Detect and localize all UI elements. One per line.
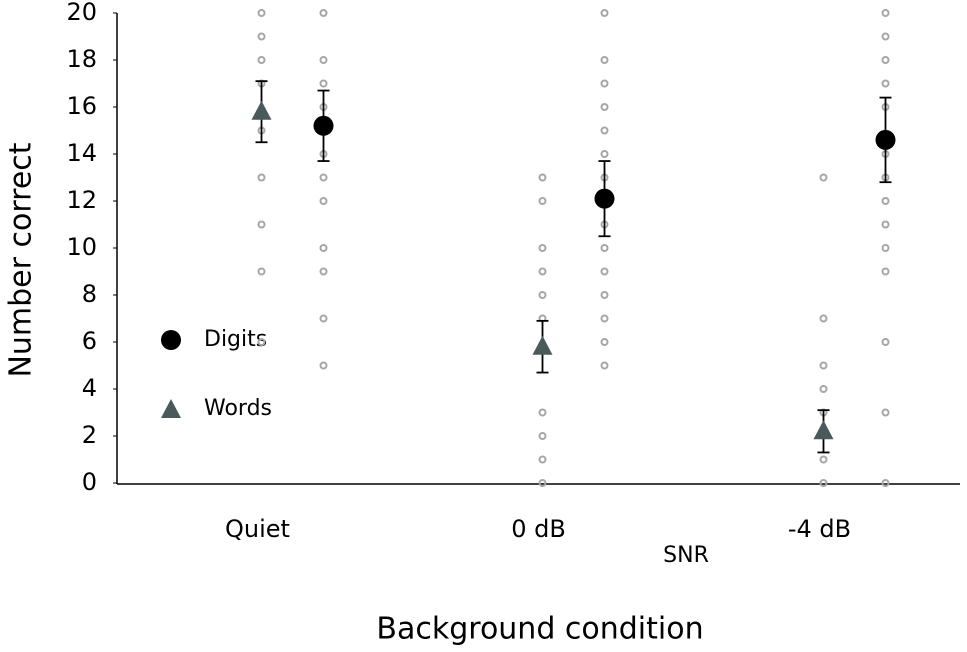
data-point bbox=[257, 32, 266, 41]
mean-marker bbox=[313, 115, 334, 136]
data-point bbox=[538, 455, 547, 464]
data-point bbox=[538, 479, 547, 487]
data-point bbox=[819, 479, 828, 487]
data-point bbox=[881, 267, 890, 276]
mean-marker bbox=[875, 129, 896, 150]
data-point bbox=[819, 385, 828, 393]
data-point bbox=[600, 150, 609, 158]
mean-marker bbox=[813, 420, 834, 440]
data-point bbox=[600, 267, 609, 276]
data-point bbox=[600, 338, 609, 346]
data-point bbox=[600, 126, 609, 135]
annotation: SNR bbox=[663, 543, 709, 568]
data-point bbox=[319, 314, 328, 323]
data-point bbox=[819, 314, 828, 323]
data-point bbox=[319, 361, 328, 370]
data-point bbox=[600, 103, 609, 111]
data-point bbox=[881, 408, 890, 417]
data-point bbox=[600, 79, 609, 88]
y-tick-label: 18 bbox=[66, 45, 97, 73]
data-point bbox=[819, 455, 828, 464]
legend-marker bbox=[161, 330, 181, 350]
y-tick-label: 0 bbox=[82, 468, 97, 496]
x-tick-label: Quiet bbox=[225, 515, 290, 543]
data-point bbox=[881, 56, 890, 64]
data-point bbox=[600, 291, 609, 299]
data-point bbox=[538, 291, 547, 299]
y-tick-label: 14 bbox=[66, 139, 97, 167]
y-tick-label: 16 bbox=[66, 92, 97, 120]
data-point bbox=[319, 79, 328, 88]
data-point bbox=[881, 9, 890, 17]
data-point bbox=[538, 197, 547, 205]
data-point bbox=[600, 314, 609, 323]
y-tick-label: 10 bbox=[66, 233, 97, 261]
data-point bbox=[881, 338, 890, 346]
legend-label: Digits bbox=[204, 327, 267, 352]
data-point bbox=[257, 338, 266, 346]
x-axis-label: Background condition bbox=[376, 612, 703, 647]
data-point bbox=[257, 9, 266, 17]
data-point bbox=[257, 220, 266, 229]
legend-label: Words bbox=[204, 396, 272, 421]
data-point bbox=[881, 79, 890, 88]
data-point bbox=[538, 173, 547, 182]
data-point bbox=[319, 173, 328, 182]
data-point bbox=[319, 197, 328, 205]
data-point bbox=[319, 244, 328, 252]
y-tick-label: 8 bbox=[82, 280, 97, 308]
data-point bbox=[538, 432, 547, 440]
data-point bbox=[319, 56, 328, 64]
mean-marker bbox=[251, 100, 272, 120]
data-point bbox=[819, 361, 828, 370]
data-point bbox=[881, 32, 890, 41]
data-point bbox=[600, 361, 609, 370]
x-tick-label: 0 dB bbox=[511, 515, 566, 543]
data-point bbox=[257, 267, 266, 276]
data-point bbox=[881, 479, 890, 487]
data-point bbox=[319, 9, 328, 17]
data-point bbox=[257, 56, 266, 64]
y-tick-label: 12 bbox=[66, 186, 97, 214]
y-axis-label: Number correct bbox=[4, 142, 39, 377]
mean-marker bbox=[532, 335, 553, 355]
data-point bbox=[600, 56, 609, 64]
legend-marker bbox=[161, 399, 181, 418]
data-point bbox=[600, 244, 609, 252]
mean-marker bbox=[594, 188, 615, 209]
data-point bbox=[319, 267, 328, 276]
data-point bbox=[881, 197, 890, 205]
data-point bbox=[538, 267, 547, 276]
data-point bbox=[600, 9, 609, 17]
data-point bbox=[538, 244, 547, 252]
data-point bbox=[538, 408, 547, 417]
data-point bbox=[881, 220, 890, 229]
data-point bbox=[819, 173, 828, 182]
y-tick-label: 4 bbox=[82, 374, 97, 402]
y-tick-label: 20 bbox=[66, 0, 97, 26]
data-point bbox=[257, 173, 266, 182]
y-tick-label: 2 bbox=[82, 421, 97, 449]
y-tick-label: 6 bbox=[82, 327, 97, 355]
data-point bbox=[881, 244, 890, 252]
x-tick-label: -4 dB bbox=[788, 515, 851, 543]
